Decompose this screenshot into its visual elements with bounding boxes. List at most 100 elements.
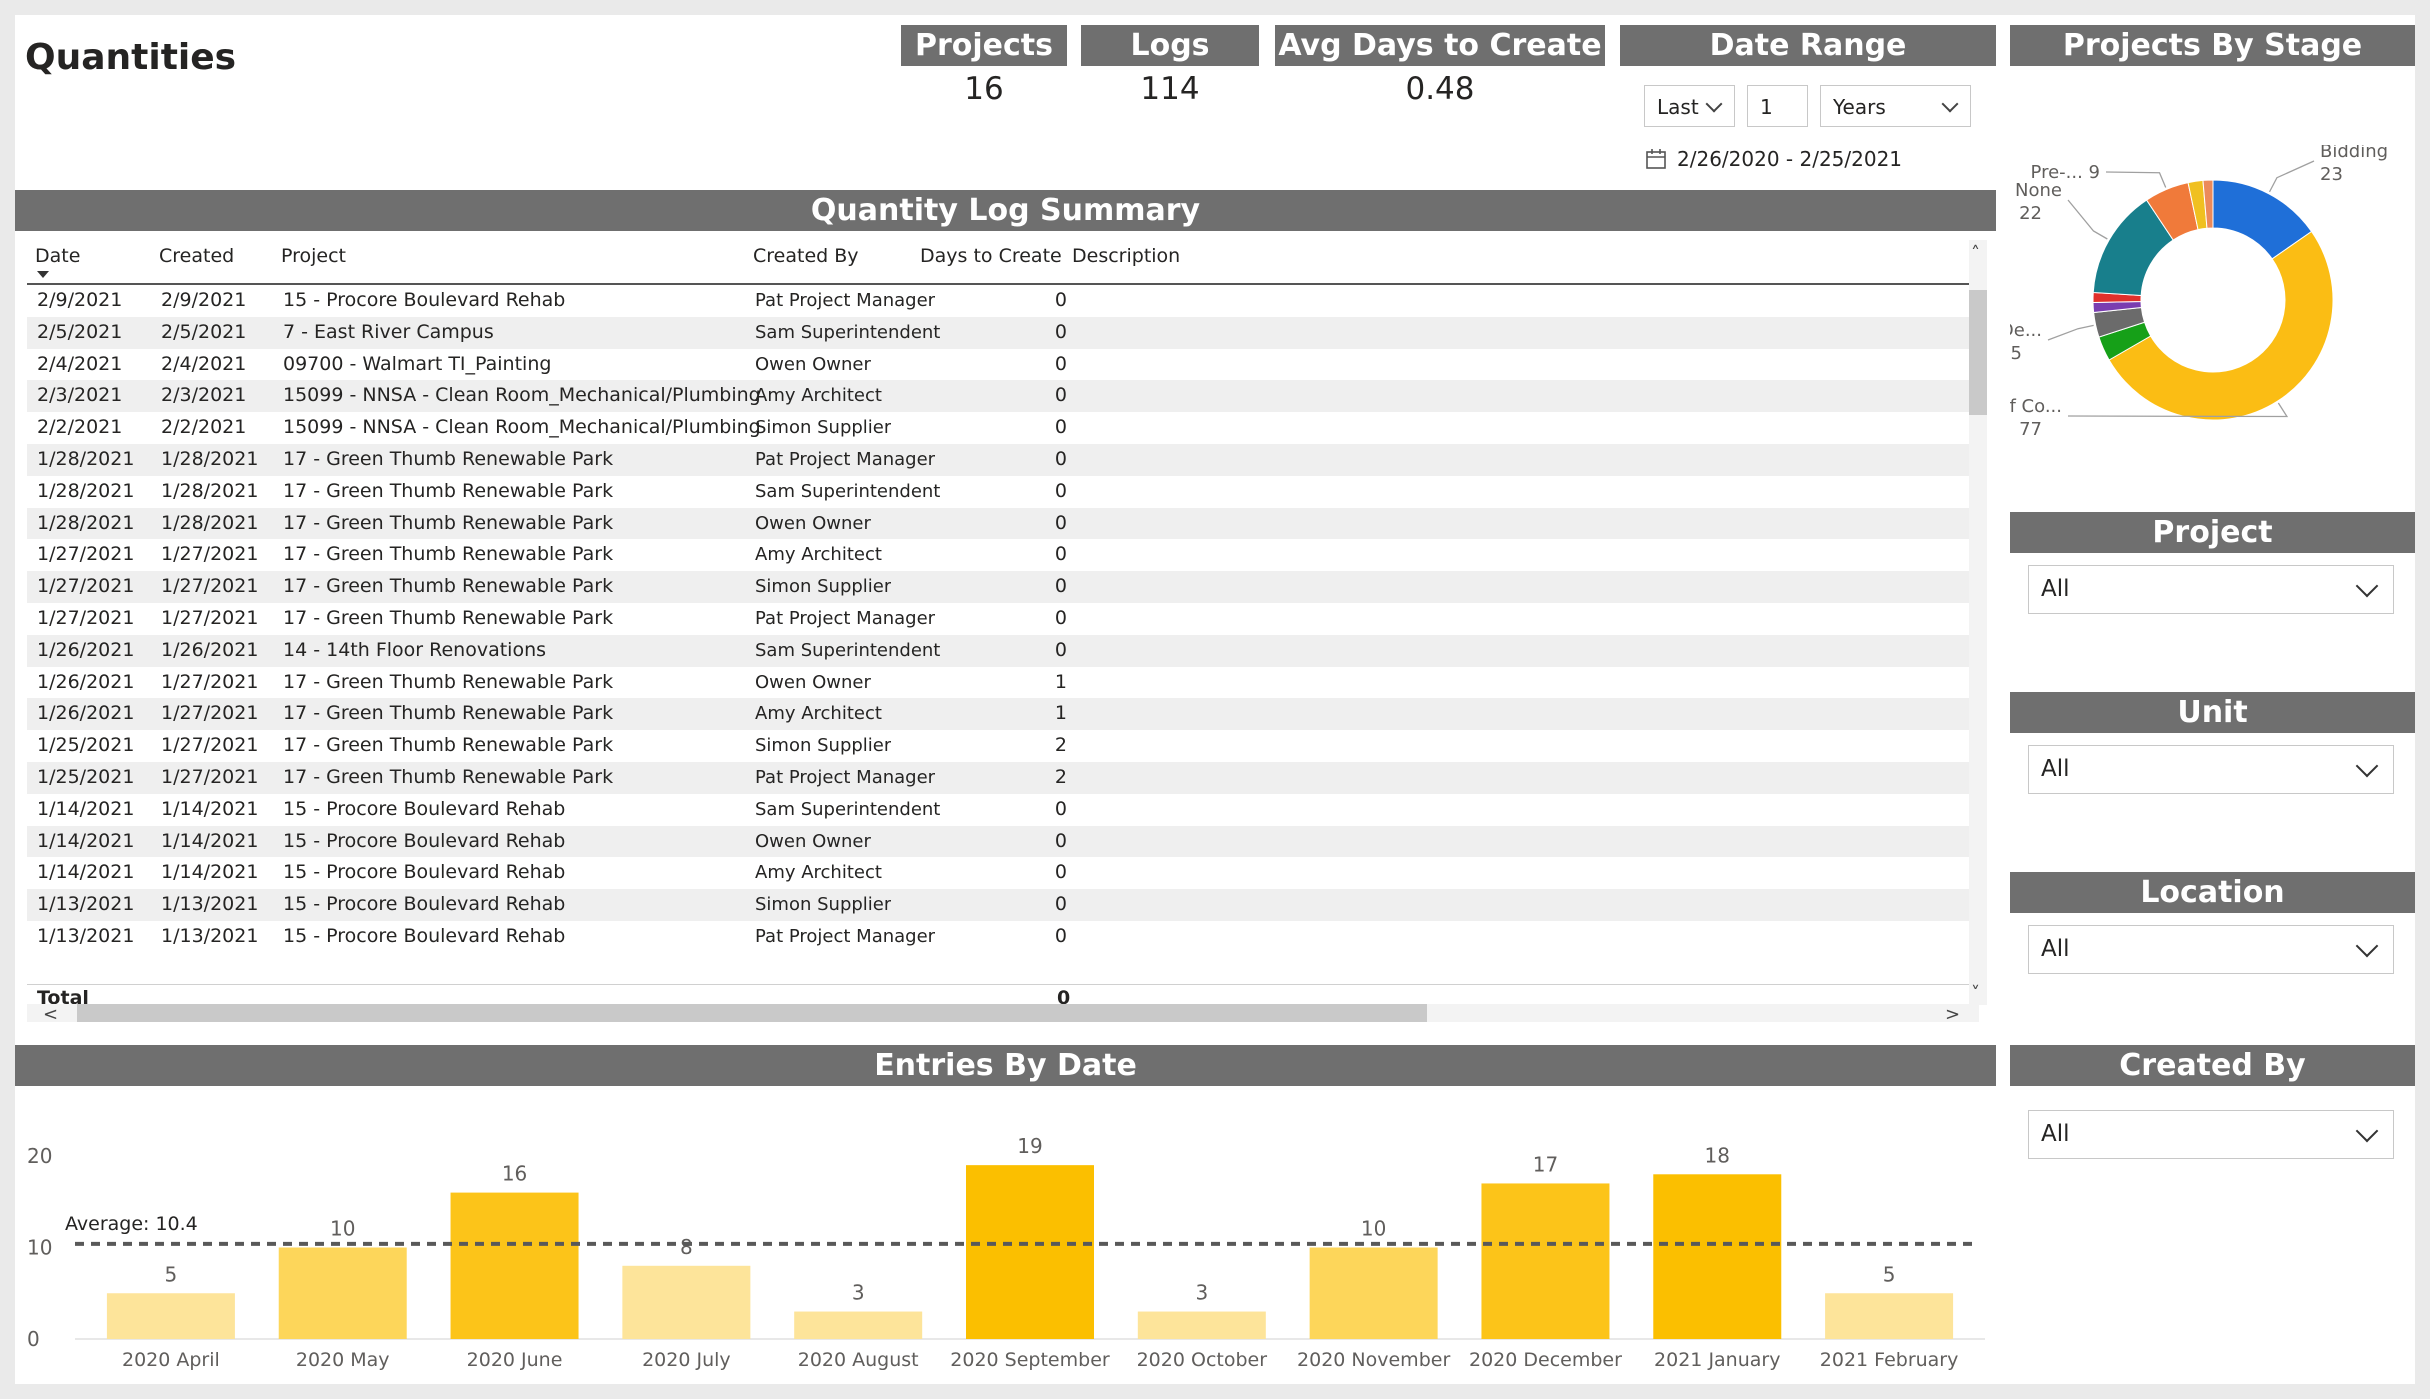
- scroll-up-icon[interactable]: ˄: [1971, 243, 1980, 264]
- bar[interactable]: [278, 1247, 407, 1340]
- table-row[interactable]: 1/14/2021 1/14/2021 15 - Procore Boulevard…: [27, 794, 1979, 826]
- cell-date: 1/14/2021: [37, 861, 135, 884]
- vertical-scroll-thumb[interactable]: [1969, 290, 1987, 415]
- bar-data-label: 16: [502, 1162, 527, 1186]
- scroll-right-icon[interactable]: >: [1945, 1004, 1961, 1025]
- table-row[interactable]: 1/28/2021 1/28/2021 17 - Green Thumb Renew…: [27, 507, 1979, 540]
- cell-project: 17 - Green Thumb Renewable Park: [283, 702, 614, 725]
- bar[interactable]: [106, 1293, 235, 1339]
- table-row[interactable]: 2/9/2021 2/9/2021 15 - Procore Boulevard R…: [27, 285, 1979, 317]
- table-row[interactable]: 1/28/2021 1/28/2021 17 - Green Thumb Renew…: [27, 476, 1979, 508]
- slicer-location-dropdown[interactable]: All: [2028, 925, 2394, 974]
- quantity-log-summary-title: Quantity Log Summary: [15, 190, 1996, 231]
- column-header-description[interactable]: Description: [1072, 245, 1181, 267]
- cell-project: 15 - Procore Boulevard Rehab: [283, 797, 566, 820]
- bar[interactable]: [1309, 1247, 1438, 1340]
- cell-days-to-create: 0: [1054, 511, 1067, 534]
- table-row[interactable]: 1/14/2021 1/14/2021 15 - Procore Boulevard…: [27, 857, 1979, 889]
- cell-project: 14 - 14th Floor Renovations: [283, 638, 547, 661]
- cell-created: 1/27/2021: [161, 575, 259, 598]
- cell-date: 1/27/2021: [37, 607, 135, 629]
- bar[interactable]: [622, 1265, 751, 1339]
- table-row[interactable]: 2/2/2021 2/2/2021 15099 - NNSA - Clean Roo…: [27, 412, 1979, 444]
- table-horizontal-scrollbar[interactable]: [27, 1004, 1979, 1022]
- table-row[interactable]: 2/4/2021 2/4/2021 09700 - Walmart TI_Paint…: [27, 349, 1979, 381]
- date-range-unit-select[interactable]: Years: [1820, 85, 1971, 127]
- date-range-count-input[interactable]: 1: [1747, 85, 1808, 127]
- date-range-title: Date Range: [1620, 25, 1996, 66]
- slicer-project-dropdown[interactable]: All: [2028, 565, 2394, 614]
- column-header-created-by[interactable]: Created By: [753, 245, 859, 267]
- table-row[interactable]: 1/13/2021 1/13/2021 15 - Procore Boulevard…: [27, 921, 1979, 953]
- cell-project: 17 - Green Thumb Renewable Park: [283, 607, 614, 629]
- bar[interactable]: [794, 1311, 923, 1339]
- column-header-project[interactable]: Project: [281, 245, 347, 267]
- bar[interactable]: [1481, 1183, 1610, 1339]
- donut-label: Pre-... 9: [2031, 162, 2100, 183]
- bar[interactable]: [1653, 1174, 1782, 1339]
- table-row[interactable]: 1/14/2021 1/14/2021 15 - Procore Boulevard…: [27, 825, 1979, 858]
- scroll-left-icon[interactable]: <: [43, 1004, 59, 1025]
- scroll-down-icon[interactable]: ˅: [1971, 983, 1980, 1004]
- cell-created: 1/14/2021: [161, 829, 259, 852]
- cell-date: 1/25/2021: [37, 734, 135, 757]
- chevron-down-icon: [2355, 754, 2379, 778]
- slicer-created-by-dropdown[interactable]: All: [2028, 1110, 2394, 1159]
- cell-date: 2/3/2021: [37, 384, 123, 407]
- bar-data-label: 10: [1361, 1217, 1386, 1241]
- table-row[interactable]: 1/26/2021 1/27/2021 17 - Green Thumb Renew…: [27, 698, 1979, 731]
- donut-label-name: None: [2015, 180, 2062, 201]
- cell-days-to-create: 0: [1054, 416, 1067, 439]
- donut-leader-line: [2105, 171, 2167, 188]
- table-row[interactable]: 1/27/2021 1/27/2021 17 - Green Thumb Renew…: [27, 539, 1979, 571]
- table-row[interactable]: 1/26/2021 1/26/2021 14 - 14th Floor Renova…: [27, 634, 1979, 667]
- bar[interactable]: [1137, 1311, 1266, 1339]
- donut-leader-line: [2067, 402, 2289, 418]
- cell-date: 2/4/2021: [37, 352, 123, 375]
- date-range-mode-select[interactable]: Last: [1644, 85, 1735, 127]
- cell-project: 15 - Procore Boulevard Rehab: [283, 925, 566, 947]
- donut-label-name: Bidding: [2320, 145, 2388, 162]
- table-row[interactable]: 1/28/2021 1/28/2021 17 - Green Thumb Renew…: [27, 444, 1979, 476]
- cell-date: 1/28/2021: [37, 479, 135, 502]
- date-range-mode-value: Last: [1657, 95, 1699, 119]
- table-row[interactable]: 2/5/2021 2/5/2021 7 - East River Campus Sam…: [27, 316, 1979, 349]
- cell-created: 1/28/2021: [161, 511, 259, 534]
- slicer-unit-dropdown[interactable]: All: [2028, 745, 2394, 794]
- table-row[interactable]: 1/13/2021 1/13/2021 15 - Procore Boulevard…: [27, 889, 1979, 921]
- cell-created-by: Sam Superintendent: [755, 798, 941, 820]
- cell-created-by: Sam Superintendent: [755, 480, 941, 502]
- cell-created: 1/28/2021: [161, 448, 259, 470]
- bar[interactable]: [450, 1192, 579, 1339]
- cell-created: 1/13/2021: [161, 893, 259, 916]
- x-tick-label: 2020 August: [798, 1349, 919, 1371]
- bar[interactable]: [1825, 1293, 1954, 1339]
- table-row[interactable]: 1/25/2021 1/27/2021 17 - Green Thumb Renew…: [27, 730, 1979, 762]
- column-header-created[interactable]: Created: [159, 245, 235, 267]
- column-header-date[interactable]: Date: [35, 245, 81, 267]
- table-row[interactable]: 1/25/2021 1/27/2021 17 - Green Thumb Renew…: [27, 762, 1979, 794]
- table-vertical-scrollbar[interactable]: [1969, 240, 1987, 1005]
- table-row[interactable]: 1/26/2021 1/27/2021 17 - Green Thumb Renew…: [27, 667, 1979, 699]
- chevron-down-icon: [1705, 95, 1723, 113]
- horizontal-scroll-thumb[interactable]: [77, 1004, 1427, 1022]
- cell-created-by: Amy Architect: [755, 862, 882, 884]
- x-tick-label: 2020 October: [1137, 1349, 1268, 1371]
- cell-created: 1/13/2021: [161, 925, 259, 947]
- cell-days-to-create: 0: [1054, 448, 1067, 470]
- table-row[interactable]: 1/27/2021 1/27/2021 17 - Green Thumb Renew…: [27, 571, 1979, 603]
- x-tick-label: 2020 December: [1469, 1349, 1622, 1371]
- donut-slice[interactable]: [2202, 179, 2214, 229]
- date-range-text: 2/26/2020 - 2/25/2021: [1677, 147, 1903, 171]
- column-header-days-to-create[interactable]: Days to Create: [920, 245, 1062, 267]
- table-row[interactable]: 2/3/2021 2/3/2021 15099 - NNSA - Clean Roo…: [27, 380, 1979, 413]
- x-tick-label: 2020 September: [950, 1349, 1110, 1371]
- bar-data-label: 8: [680, 1235, 693, 1259]
- table-row[interactable]: 1/27/2021 1/27/2021 17 - Green Thumb Renew…: [27, 603, 1979, 635]
- bar[interactable]: [966, 1165, 1094, 1339]
- cell-created: 1/27/2021: [161, 670, 259, 693]
- cell-days-to-create: 2: [1054, 766, 1067, 788]
- donut-slice[interactable]: [2108, 230, 2334, 421]
- cell-date: 1/27/2021: [37, 543, 135, 566]
- cell-project: 17 - Green Thumb Renewable Park: [283, 543, 614, 566]
